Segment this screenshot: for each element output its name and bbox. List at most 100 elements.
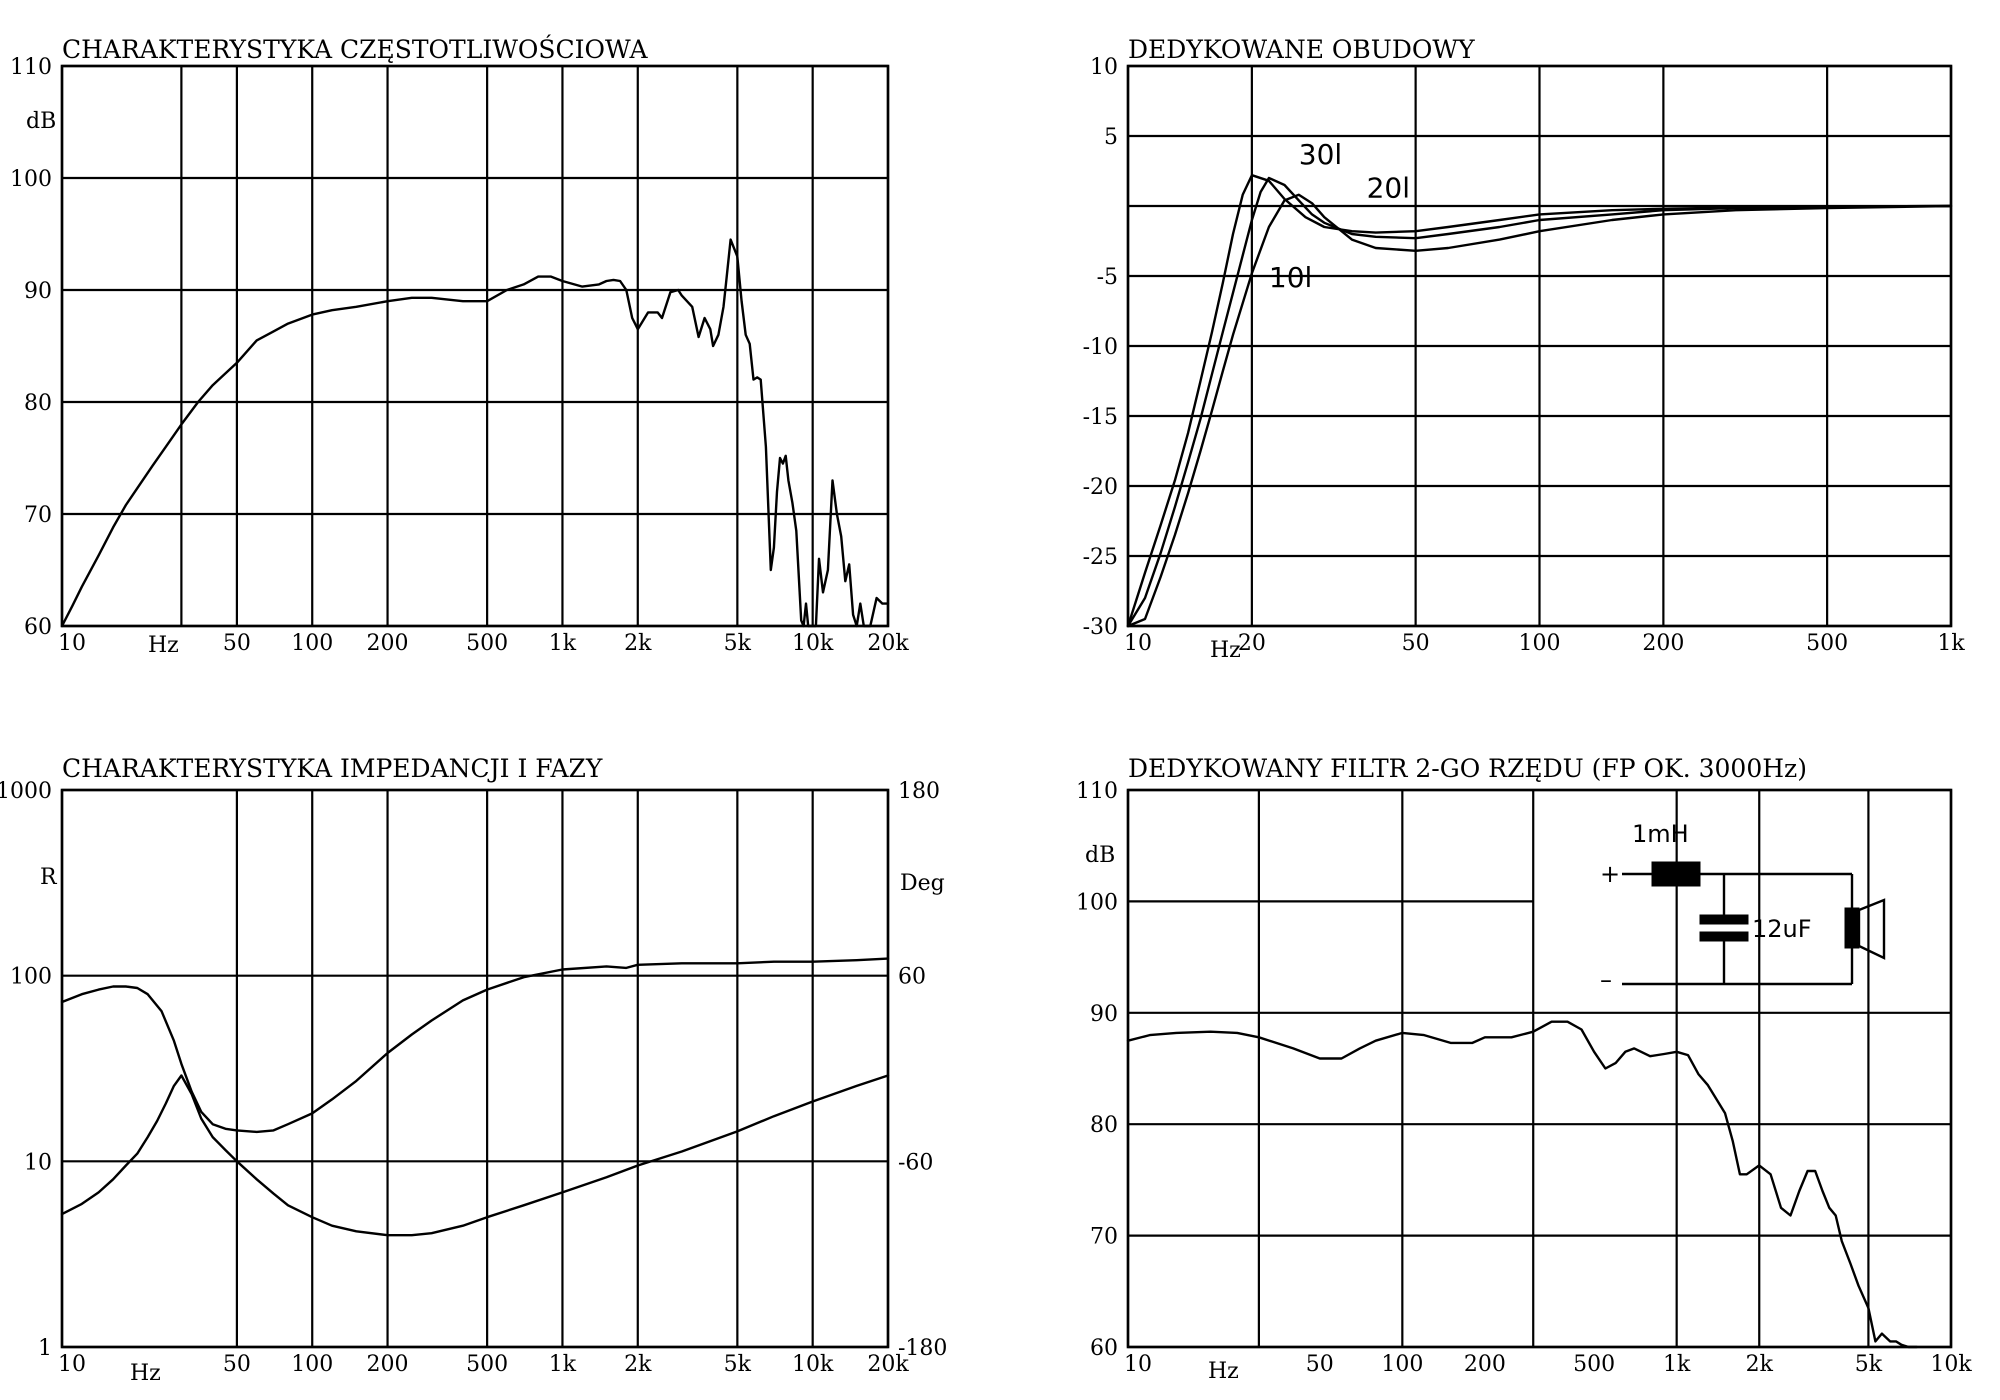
y-tick-label: 1 [38,1336,52,1361]
x-tick-label: 5k [724,631,752,656]
chart-title: DEDYKOWANY FILTR 2-GO RZĘDU (FP OK. 3000… [1128,754,1807,783]
frequency-response-chart: CHARAKTERYSTYKA CZĘSTOTLIWOŚCIOWA dB Hz … [10,35,909,658]
y-tick-label: 70 [1090,1225,1118,1250]
y2-axis-label: Deg [900,871,945,896]
x-tick-label: 1k [1937,631,1965,656]
series-line-10l [1126,193,1953,628]
series-line-0 [60,238,890,628]
plot-frame [60,788,890,1349]
x-tick-label: 10k [792,631,834,656]
series-line-impedance [60,1074,890,1237]
inductor-symbol [1651,861,1701,887]
y-tick-label: 110 [10,55,52,80]
y-tick-label: -15 [1083,405,1118,430]
curve-label: 10l [1269,261,1312,294]
y-tick-label: 110 [1076,779,1118,804]
y-tick-label: 80 [1090,1113,1118,1138]
filter-response-chart: DEDYKOWANY FILTR 2-GO RZĘDU (FP OK. 3000… [1076,754,1972,1384]
plot-frame [1126,788,1953,1349]
x-tick-label: 200 [367,631,409,656]
x-tick-label: 50 [223,631,251,656]
x-tick-label: 2k [624,1352,652,1377]
x-tick-label: 2k [1746,1352,1774,1377]
x-tick-label: 1k [549,1352,577,1377]
x-tick-label: 500 [1573,1352,1615,1377]
filter-schematic: 1mH + – 12uF [1600,820,1886,994]
x-tick-label: 500 [466,631,508,656]
x-tick-label: 10 [1124,631,1152,656]
x-tick-label: 5k [1855,1352,1883,1377]
x-tick-label: 100 [1519,631,1561,656]
x-tick-label: 5k [724,1352,752,1377]
y-axis-label: R [40,865,58,890]
minus-terminal-label: – [1600,966,1612,994]
speaker-icon [1857,898,1886,960]
y-tick-label: 60 [24,615,52,640]
series-line-0 [1126,1020,1918,1349]
y2-tick-label: -180 [898,1336,947,1361]
y-tick-label: 100 [10,965,52,990]
x-tick-label: 20k [867,631,909,656]
impedance-phase-chart: CHARAKTERYSTYKA IMPEDANCJI I FAZY R Deg … [0,754,947,1386]
capacitor-plate-bottom [1699,931,1749,942]
x-axis-label: Hz [130,1361,161,1386]
y-tick-label: 60 [1090,1336,1118,1361]
capacitor-label: 12uF [1752,915,1812,943]
chart-title: CHARAKTERYSTYKA IMPEDANCJI I FAZY [62,754,603,783]
series-line-20l [1126,176,1953,628]
x-axis-label: Hz [1210,638,1241,663]
y-tick-label: -20 [1083,475,1118,500]
x-tick-label: 500 [466,1352,508,1377]
x-tick-label: 100 [1381,1352,1423,1377]
y-axis-label: dB [26,109,56,134]
x-tick-label: 200 [1464,1352,1506,1377]
inductor-label: 1mH [1632,820,1689,848]
y-tick-label: 100 [1076,890,1118,915]
x-axis-label: Hz [148,633,179,658]
plot-frame [60,64,890,628]
capacitor-plate-top [1699,914,1749,925]
y2-tick-label: -60 [898,1150,933,1175]
y-tick-label: 80 [24,391,52,416]
x-tick-label: 50 [1402,631,1430,656]
x-tick-label: 20k [867,1352,909,1377]
x-tick-label: 100 [291,1352,333,1377]
curve-label: 20l [1367,172,1410,205]
plus-terminal-label: + [1600,860,1620,888]
x-tick-label: 200 [1642,631,1684,656]
speaker-magnet [1844,907,1860,949]
y2-tick-label: 60 [898,965,926,990]
x-axis-label: Hz [1208,1359,1239,1384]
y-tick-label: -5 [1097,265,1118,290]
series-line-30l [1126,174,1953,628]
x-tick-label: 10 [58,1352,86,1377]
x-tick-label: 10k [1930,1352,1972,1377]
x-tick-label: 2k [624,631,652,656]
y2-tick-label: 180 [898,779,940,804]
curve-label: 30l [1299,138,1342,171]
y-tick-label: -30 [1083,615,1118,640]
enclosures-chart: DEDYKOWANE OBUDOWY Hz 30l 20l 10l 10 20 50 10… [1083,35,1966,663]
plot-frame [1126,64,1953,628]
x-tick-label: 500 [1806,631,1848,656]
chart-title: CHARAKTERYSTYKA CZĘSTOTLIWOŚCIOWA [62,35,648,64]
x-tick-label: 200 [367,1352,409,1377]
y-tick-label: 5 [1104,125,1118,150]
x-tick-label: 100 [291,631,333,656]
y-tick-label: 90 [1090,1002,1118,1027]
x-tick-label: 10k [792,1352,834,1377]
x-tick-label: 1k [1663,1352,1691,1377]
x-tick-label: 1k [549,631,577,656]
chart-title: DEDYKOWANE OBUDOWY [1128,35,1475,64]
y-tick-label: 10 [1090,55,1118,80]
y-tick-label: 10 [24,1150,52,1175]
x-tick-label: 10 [58,631,86,656]
y-axis-label: dB [1085,843,1115,868]
x-tick-label: 20 [1238,631,1266,656]
y-tick-label: -10 [1083,335,1118,360]
y-tick-label: 100 [10,167,52,192]
x-tick-label: 50 [1306,1352,1334,1377]
y-tick-label: 90 [24,279,52,304]
y-tick-label: 1000 [0,779,52,804]
